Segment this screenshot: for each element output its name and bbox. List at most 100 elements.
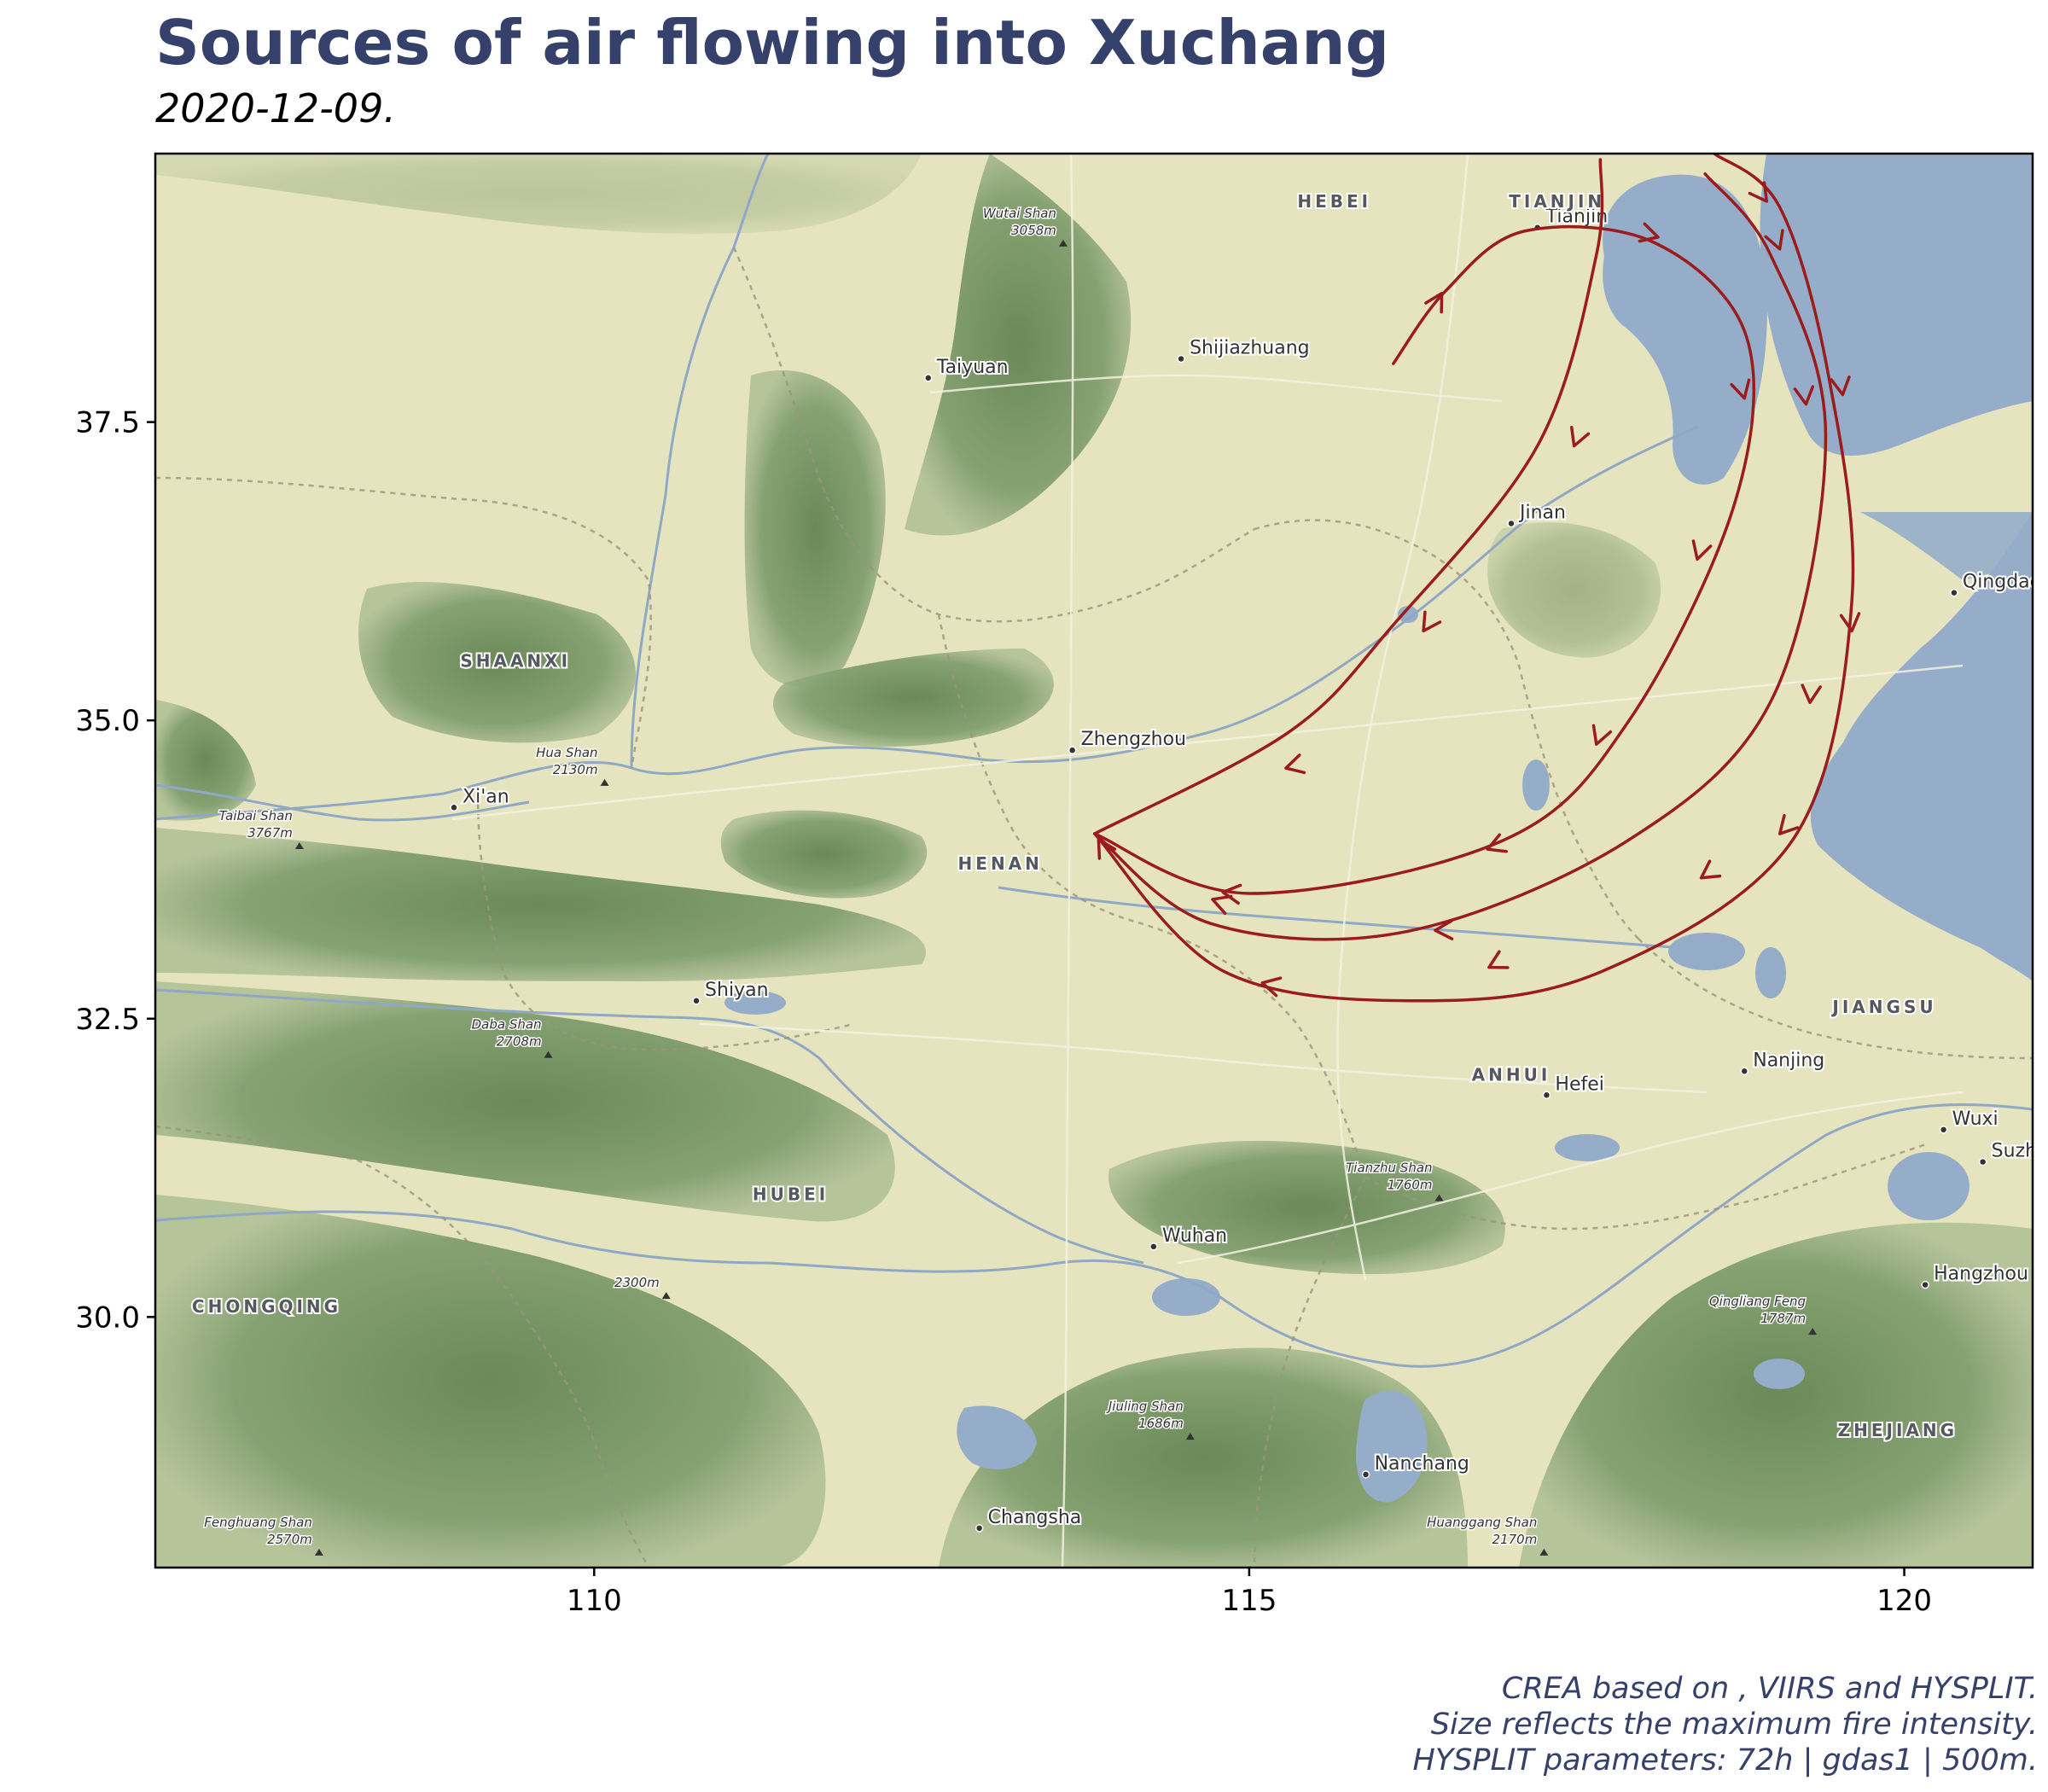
city-label: Hangzhou bbox=[1934, 1264, 2028, 1285]
city-dot bbox=[1950, 588, 1958, 597]
wei-river bbox=[155, 783, 530, 822]
city-dot bbox=[1978, 1157, 1987, 1167]
city-label: Hefei bbox=[1555, 1073, 1603, 1095]
y-tick-label: 35.0 bbox=[75, 704, 140, 738]
poyang-lake bbox=[1356, 1391, 1428, 1503]
map-subtitle: 2020-12-09. bbox=[155, 85, 396, 131]
city-label: Shijiazhuang bbox=[1190, 338, 1310, 359]
bohai-sea bbox=[1603, 174, 1767, 485]
yangtze-river bbox=[155, 1103, 2033, 1368]
liangzi-lake bbox=[1152, 1278, 1220, 1316]
peak-marker bbox=[661, 1292, 671, 1300]
lvliang-mountains bbox=[744, 369, 886, 687]
jiangnan-hills bbox=[939, 1347, 1468, 1568]
peak-marker bbox=[314, 1548, 323, 1556]
trajectory-arrowhead bbox=[1434, 919, 1454, 940]
province-label: HENAN bbox=[958, 853, 1043, 874]
city-label: Wuxi bbox=[1952, 1108, 1999, 1130]
peak-name: Hua Shan bbox=[536, 745, 597, 760]
trajectory-arrowhead bbox=[1486, 833, 1508, 853]
han-river bbox=[155, 988, 1144, 1265]
city-label: Wuhan bbox=[1162, 1225, 1227, 1247]
trajectory-arrowhead bbox=[1638, 222, 1660, 243]
dongping-lake bbox=[1398, 606, 1418, 623]
peak-marker bbox=[1539, 1548, 1549, 1556]
trajectory-arrowhead bbox=[1777, 813, 1800, 835]
trajectory-arrowhead bbox=[1691, 539, 1713, 561]
peak-marker bbox=[600, 778, 609, 786]
province-label: ANHUI bbox=[1472, 1064, 1551, 1085]
trajectory-arrowhead bbox=[1699, 859, 1722, 880]
peak-height: 2170m bbox=[1492, 1532, 1538, 1547]
city-label: Taiyuan bbox=[936, 357, 1009, 378]
city-dot bbox=[924, 374, 933, 382]
qinling-mountains bbox=[155, 828, 926, 981]
peak-name: Taibai Shan bbox=[219, 808, 293, 823]
city-dot bbox=[692, 997, 701, 1005]
plot-frame bbox=[154, 152, 2034, 1569]
city-label: Xi'an bbox=[463, 786, 509, 807]
peak-height: 2130m bbox=[553, 762, 598, 777]
north-hills bbox=[155, 154, 922, 234]
province-label: TIANJIN bbox=[1509, 191, 1605, 212]
peak-labels: Wutai Shan 3058m Hua Shan 2130m Taibai Shan 3… bbox=[203, 204, 1818, 1556]
trajectory-line bbox=[1093, 154, 1855, 1003]
peak-name: Jiuling Shan bbox=[1106, 1399, 1184, 1414]
zhongtiao-mountains bbox=[773, 649, 1054, 747]
taishan-hills bbox=[1487, 522, 1661, 658]
peak-height: 2300m bbox=[614, 1275, 660, 1290]
dabie-mountains bbox=[1108, 1140, 1505, 1275]
peak-name: Huanggang Shan bbox=[1427, 1515, 1537, 1530]
trajectory-arrowhead bbox=[1221, 883, 1242, 905]
caption-line-3: HYSPLIT parameters: 72h | gdas1 | 500m. bbox=[1412, 1743, 2039, 1777]
city-dot bbox=[975, 1524, 984, 1533]
y-tick-label: 30.0 bbox=[75, 1300, 140, 1335]
trajectory-arrowhead bbox=[1830, 375, 1851, 397]
trajectory-arrowhead bbox=[1591, 724, 1613, 746]
y-tick-label: 37.5 bbox=[75, 406, 140, 440]
city-dot bbox=[1939, 1126, 1948, 1134]
peak-marker bbox=[294, 842, 304, 850]
city-dot bbox=[1068, 746, 1077, 754]
y-axis: 37.5 35.0 32.5 30.0 bbox=[75, 406, 155, 1335]
city-label: Jinan bbox=[1518, 502, 1566, 523]
yellow-river bbox=[155, 425, 1699, 821]
trajectory-arrowhead bbox=[1730, 378, 1751, 400]
city-label: Qingdao bbox=[1963, 572, 2041, 593]
southwest-mountains bbox=[155, 1195, 826, 1568]
city-label: Tianjin bbox=[1545, 207, 1608, 228]
city-dot bbox=[1542, 1091, 1551, 1100]
trajectory-arrowhead bbox=[1424, 291, 1444, 314]
trajectory-arrowhead bbox=[1801, 684, 1822, 704]
shaanxi-highlands bbox=[358, 581, 636, 743]
peak-height: 3767m bbox=[247, 825, 293, 841]
city-dot bbox=[1149, 1242, 1158, 1251]
peak-height: 2708m bbox=[497, 1034, 542, 1050]
trajectory-arrows bbox=[1097, 181, 1861, 998]
city-dot bbox=[450, 803, 458, 812]
city-label: Nanchang bbox=[1375, 1453, 1469, 1475]
trajectory-arrowhead bbox=[1211, 894, 1233, 916]
city-label: Suzh bbox=[1992, 1141, 2037, 1162]
yellow-river-north-bend bbox=[630, 154, 770, 769]
peak-name: Wutai Shan bbox=[983, 206, 1056, 221]
province-label: HUBEI bbox=[753, 1184, 829, 1204]
peak-marker bbox=[544, 1050, 553, 1058]
trajectory-arrowhead bbox=[1284, 753, 1306, 775]
city-labels: Tianjin Taiyuan Shijiazhuang Jinan Qingdao Zh… bbox=[450, 205, 2041, 1533]
caption-line-2: Size reflects the maximum fire intensity… bbox=[1430, 1708, 2038, 1742]
west-edge-hills bbox=[155, 700, 256, 821]
peak-name: Qingliang Feng bbox=[1709, 1294, 1806, 1309]
city-dot bbox=[1177, 354, 1185, 364]
trajectory-line bbox=[1093, 224, 1756, 895]
x-tick-label: 115 bbox=[1221, 1584, 1277, 1618]
city-label: Shiyan bbox=[705, 980, 768, 1001]
dongting-lake bbox=[957, 1405, 1037, 1469]
peak-name: Tianzhu Shan bbox=[1346, 1161, 1432, 1176]
peak-height: 1787m bbox=[1760, 1311, 1806, 1326]
gaoyou-lake bbox=[1755, 947, 1786, 998]
trajectory-arrowhead bbox=[1570, 426, 1591, 448]
city-dot bbox=[1361, 1470, 1370, 1479]
peak-height: 2570m bbox=[267, 1532, 312, 1547]
